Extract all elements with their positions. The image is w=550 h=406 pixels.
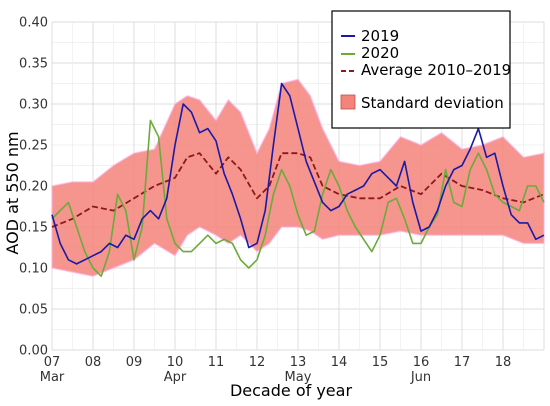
series-line-2019 <box>51 82 545 265</box>
y-tick-label: 0.00 <box>19 344 48 359</box>
month-label: May <box>285 370 312 385</box>
y-tick-label: 0.10 <box>19 262 48 277</box>
x-tick-label: 13 <box>290 355 307 370</box>
legend: 2019 2020 Average 2010–2019 Standard dev… <box>331 10 511 129</box>
x-tick-label: 07 <box>44 355 61 370</box>
y-tick-label: 0.40 <box>19 16 48 31</box>
y-tick-label: 0.20 <box>19 180 48 195</box>
x-tick-label: 18 <box>495 355 512 370</box>
x-tick-label: 16 <box>413 355 430 370</box>
legend-label-std-dev: Standard deviation <box>361 94 504 112</box>
legend-label-2020: 2020 <box>361 44 399 62</box>
y-tick-label: 0.30 <box>19 98 48 113</box>
x-tick-label: 11 <box>208 355 225 370</box>
y-tick-label: 0.25 <box>19 139 48 154</box>
x-tick-labels: 07 08 09 10 11 12 13 14 15 16 17 18 Mar Apr May Jun <box>40 355 512 385</box>
y-tick-label: 0.15 <box>19 221 48 236</box>
legend-label-2019: 2019 <box>361 27 399 45</box>
y-tick-labels: 0.00 0.05 0.10 0.15 0.20 0.25 0.30 0.35 0.40 <box>19 16 48 359</box>
x-tick-label: 09 <box>126 355 143 370</box>
std-dev-band <box>51 78 545 277</box>
std-dev-band-group <box>51 78 545 277</box>
month-label: Mar <box>40 370 65 385</box>
legend-swatch-std-dev <box>340 94 356 110</box>
x-tick-label: 08 <box>85 355 102 370</box>
x-tick-label: 14 <box>331 355 348 370</box>
y-axis-title: AOD at 550 nm <box>3 131 22 254</box>
x-tick-label: 10 <box>167 355 184 370</box>
x-tick-label: 15 <box>372 355 389 370</box>
x-tick-label: 12 <box>249 355 266 370</box>
x-axis-title: Decade of year <box>230 381 352 400</box>
series-lines-group <box>51 82 545 278</box>
y-tick-label: 0.05 <box>19 303 48 318</box>
y-tick-label: 0.35 <box>19 57 48 72</box>
legend-label-average: Average 2010–2019 <box>361 61 511 79</box>
month-label: Jun <box>410 370 431 385</box>
month-label: Apr <box>164 370 187 385</box>
legend-box <box>331 10 511 129</box>
series-line-2020 <box>51 119 545 278</box>
x-tick-label: 17 <box>454 355 471 370</box>
